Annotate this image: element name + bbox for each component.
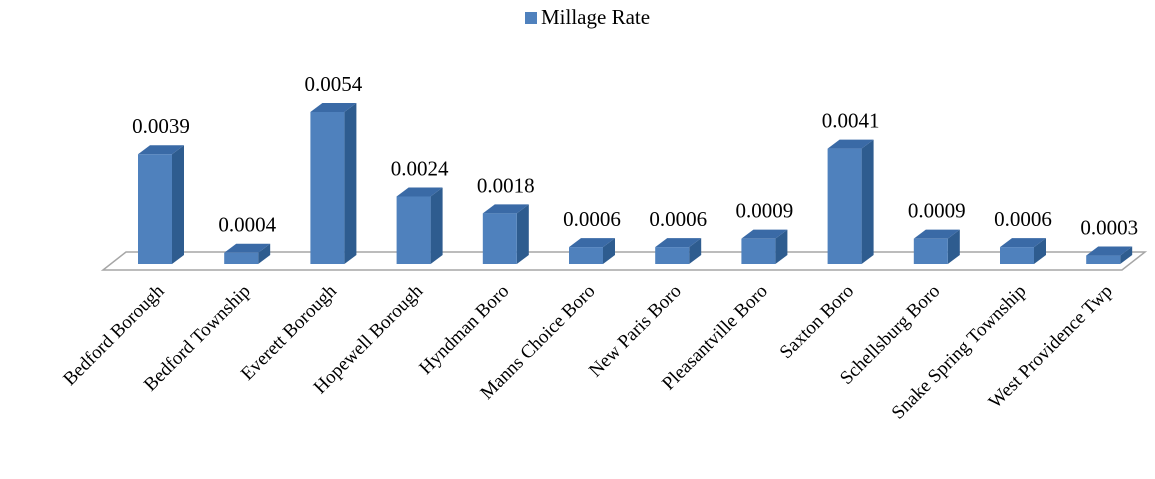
- chart-legend: Millage Rate: [525, 5, 650, 29]
- bar-side: [172, 145, 184, 264]
- bar-top: [655, 238, 702, 248]
- data-labels: 0.0039 0.0004 0.0054 0.0024 0.0018 0.0006 0.00…: [132, 72, 1138, 240]
- bar-front: [310, 112, 345, 264]
- data-label: 0.0003: [1080, 216, 1138, 240]
- data-label: 0.0009: [736, 199, 794, 223]
- bar-front: [138, 154, 172, 264]
- data-label: 0.0009: [908, 199, 966, 223]
- bars: [138, 103, 1133, 264]
- data-label: 0.0006: [994, 207, 1052, 231]
- chart-floor: [100, 251, 1148, 271]
- bar-front: [741, 238, 776, 264]
- bar-bedford-township: [224, 243, 271, 264]
- bar-side: [430, 187, 443, 264]
- bar-hyndman-boro: [482, 204, 529, 264]
- bar-side: [603, 238, 615, 264]
- bar-top: [827, 139, 874, 149]
- bar-front: [569, 247, 603, 264]
- bar-top: [569, 238, 615, 248]
- bar-west-providence-twp: [1086, 246, 1133, 264]
- data-label: 0.0054: [305, 72, 363, 96]
- data-label: 0.0039: [132, 114, 190, 138]
- bar-top: [138, 145, 184, 155]
- bar-front: [913, 238, 948, 264]
- data-label: 0.0024: [391, 156, 449, 180]
- bar-front: [1086, 255, 1121, 264]
- chart-floor-plane: [100, 251, 1148, 271]
- bar-front: [1000, 247, 1034, 264]
- bar-side: [947, 229, 960, 264]
- bar-side: [258, 243, 271, 264]
- bar-manns-choice-boro: [569, 238, 615, 264]
- bar-top: [310, 103, 357, 112]
- bar-side: [861, 139, 874, 264]
- category-label: Saxton Boro: [776, 281, 858, 363]
- bar-top: [482, 204, 529, 214]
- bar-side: [1034, 238, 1046, 264]
- bar-front: [827, 148, 862, 264]
- bar-side: [775, 229, 788, 264]
- bar-top: [741, 229, 788, 239]
- bar-top: [913, 229, 960, 239]
- bar-snake-spring-township: [1000, 238, 1046, 264]
- category-label: Hyndman Boro: [415, 281, 513, 379]
- bar-front: [482, 213, 517, 264]
- data-label: 0.0006: [649, 207, 707, 231]
- bar-top: [1000, 238, 1046, 248]
- data-label: 0.0004: [218, 213, 276, 237]
- bar-front: [396, 196, 431, 264]
- bar-side: [344, 103, 357, 264]
- bar-top: [224, 243, 271, 253]
- bar-new-paris-boro: [655, 238, 702, 264]
- legend-entry-millage-rate: Millage Rate: [541, 5, 650, 29]
- data-label: 0.0018: [477, 173, 535, 197]
- data-label: 0.0041: [822, 109, 880, 133]
- bar-saxton-boro: [827, 139, 874, 264]
- bar-side: [1120, 246, 1133, 264]
- bar-side: [516, 204, 529, 264]
- bar-top: [1086, 246, 1133, 256]
- bar-front: [224, 252, 259, 264]
- bar-pleasantville-boro: [741, 229, 788, 264]
- bar-top: [396, 187, 443, 197]
- bar-everett-borough: [310, 103, 357, 264]
- bar-side: [689, 238, 702, 264]
- legend-swatch: [525, 12, 537, 24]
- bar-front: [655, 247, 690, 264]
- bar-hopewell-borough: [396, 187, 443, 264]
- bar-schellsburg-boro: [913, 229, 960, 264]
- data-label: 0.0006: [563, 207, 621, 231]
- bar-bedford-borough: [138, 145, 184, 264]
